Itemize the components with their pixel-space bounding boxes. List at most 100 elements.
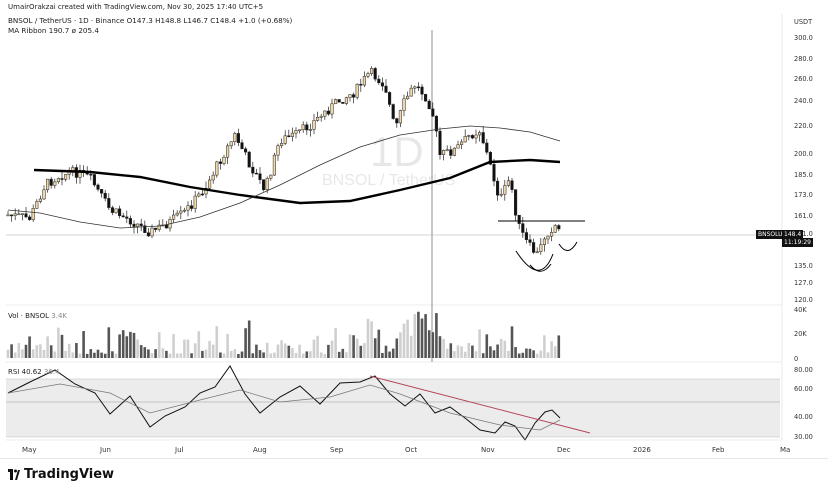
time-tick: May: [22, 446, 37, 454]
pattern-arc-2: [558, 241, 578, 251]
volume-bar: [197, 331, 201, 358]
candle-body: [175, 212, 179, 216]
volume-bar: [121, 330, 125, 358]
volume-bar: [219, 352, 222, 358]
time-tick: Feb: [712, 446, 725, 454]
candle-body: [103, 192, 107, 199]
volume-bar: [384, 345, 388, 358]
candle-body: [128, 218, 132, 225]
volume-bar: [265, 342, 269, 358]
candle-body: [280, 143, 284, 147]
candle-body: [341, 101, 345, 104]
volume-bar: [157, 332, 161, 358]
footer: TradingView: [0, 458, 828, 489]
time-tick: Oct: [405, 446, 418, 454]
candle-body: [506, 180, 510, 186]
volume-bar: [240, 351, 244, 358]
candle-body: [139, 223, 143, 226]
ma-legend[interactable]: MA Ribbon 190.7 ø 205.4: [8, 26, 99, 35]
candle-body: [294, 130, 298, 134]
volume-bar: [438, 336, 442, 358]
volume-bar: [233, 349, 237, 358]
candle-body: [89, 173, 93, 176]
volume-bar: [276, 344, 280, 358]
candle-body: [182, 209, 186, 212]
candle-body: [208, 179, 212, 189]
time-tick: Dec: [557, 446, 571, 454]
rsi-band: [6, 379, 780, 437]
candle-body: [474, 134, 478, 139]
volume-bar: [381, 352, 384, 358]
volume-bar: [424, 314, 427, 358]
symbol-name[interactable]: BNSOL / TetherUS · 1D · Binance: [8, 16, 125, 25]
volume-legend[interactable]: Vol · BNSOL 3.4K: [8, 312, 67, 320]
volume-bar: [287, 345, 291, 358]
candle-body: [470, 135, 474, 139]
symbol-title: BNSOL / TetherUS · 1D · Binance O147.3 H…: [8, 16, 292, 25]
ma-label: MA Ribbon: [8, 26, 47, 35]
candle-body: [186, 205, 190, 211]
candle-body: [233, 133, 237, 142]
last-price-tag: 148.4: [782, 230, 804, 239]
volume-bar: [17, 343, 21, 358]
candle-body: [442, 150, 446, 155]
tradingview-logo-icon: [8, 469, 20, 480]
volume-bars: [6, 311, 561, 358]
candle-body: [100, 189, 104, 194]
volume-bar: [49, 345, 53, 358]
candle-body: [276, 145, 280, 156]
candle-body: [132, 223, 136, 227]
volume-bar: [258, 350, 262, 358]
candle-body: [172, 214, 176, 220]
candle-body: [362, 75, 366, 86]
candle-body: [517, 214, 521, 224]
volume-bar: [301, 353, 305, 358]
volume-bar: [341, 348, 345, 358]
rsi-tick: 40.00: [794, 413, 813, 421]
candle-body: [535, 251, 539, 254]
volume-bar: [496, 344, 499, 358]
ma-slow-line: [33, 158, 561, 205]
candle-body: [330, 103, 334, 115]
candle-body: [121, 215, 125, 218]
volume-bar: [363, 343, 366, 358]
candle-body: [6, 214, 10, 217]
candle-body: [53, 181, 57, 186]
price-axis-currency: USDT: [794, 18, 813, 26]
volume-bar: [262, 352, 265, 358]
volume-bar: [510, 326, 514, 358]
volume-bar: [557, 335, 561, 358]
volume-bar: [348, 334, 352, 358]
volume-bar: [514, 347, 517, 358]
candle-body: [64, 174, 68, 180]
price-tick: 240.0: [794, 97, 813, 105]
candle-body: [17, 213, 21, 216]
volume-bar: [132, 332, 136, 358]
candle-body: [546, 235, 550, 240]
candle-body: [326, 110, 330, 115]
brand-name[interactable]: TradingView: [24, 467, 115, 482]
volume-tick: 40K: [794, 306, 807, 314]
candle-body: [334, 99, 338, 105]
volume-bar: [391, 348, 395, 358]
volume-bar: [269, 353, 273, 358]
volume-bar: [42, 349, 46, 358]
candle-body: [31, 208, 35, 220]
candle-body: [449, 149, 453, 156]
rsi-legend[interactable]: RSI 40.62 36.4: [8, 368, 59, 376]
candle-body: [49, 178, 53, 186]
candle-body: [20, 213, 24, 215]
volume-bar: [535, 353, 539, 358]
candle-body: [485, 142, 489, 153]
candle-body: [463, 136, 467, 143]
volume-bar: [150, 353, 154, 358]
volume-bar: [499, 338, 503, 358]
volume-bar: [471, 345, 474, 358]
volume-bar: [39, 344, 42, 358]
candle-body: [438, 130, 442, 155]
candle-body: [553, 225, 557, 233]
candle-body: [197, 193, 201, 197]
candle-body: [431, 108, 435, 117]
candle-body: [312, 120, 316, 130]
